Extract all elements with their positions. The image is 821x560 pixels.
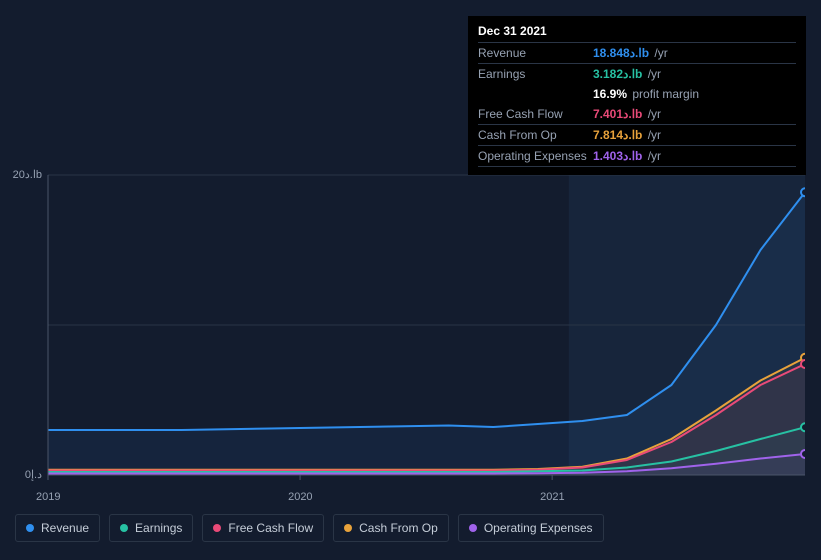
legend-item-label: Cash From Op [359,521,438,535]
tooltip-row-label: Earnings [478,67,593,81]
legend-dot-icon [26,524,34,532]
legend-item-label: Revenue [41,521,89,535]
x-axis-tick-label: 2020 [288,491,312,503]
tooltip-row-label: Revenue [478,46,593,60]
tooltip-row-value: 16.9% profit margin [593,87,699,101]
tooltip-row-value: 1.403ا.دb /yr [593,149,661,163]
legend-item-fcf[interactable]: Free Cash Flow [202,514,324,542]
legend-item-label: Free Cash Flow [228,521,313,535]
legend-item-revenue[interactable]: Revenue [15,514,100,542]
legend-dot-icon [213,524,221,532]
tooltip-row-value: 18.848ا.دb /yr [593,46,668,60]
tooltip-row-value: 7.401ا.دb /yr [593,107,661,121]
tooltip-row: Cash From Op7.814ا.دb /yr [478,125,796,146]
tooltip-row-label [478,87,593,101]
x-axis-tick-label: 2021 [540,491,564,503]
legend-item-opex[interactable]: Operating Expenses [458,514,604,542]
tooltip-row: Free Cash Flow7.401ا.دb /yr [478,104,796,125]
y-axis-tick-label: 0د.إ [0,468,42,481]
tooltip-row: Earnings3.182ا.دb /yr [478,64,796,84]
legend-dot-icon [344,524,352,532]
legend-dot-icon [120,524,128,532]
tooltip-row: 16.9% profit margin [478,84,796,104]
chart-tooltip: Dec 31 2021 Revenue18.848ا.دb /yrEarning… [468,16,806,175]
legend-item-label: Earnings [135,521,182,535]
x-axis-tick-label: 2019 [36,491,60,503]
tooltip-row-value: 7.814ا.دb /yr [593,128,661,142]
legend-item-cashfromop[interactable]: Cash From Op [333,514,449,542]
tooltip-row-label: Cash From Op [478,128,593,142]
tooltip-row-label: Free Cash Flow [478,107,593,121]
tooltip-row: Operating Expenses1.403ا.دb /yr [478,146,796,167]
legend-dot-icon [469,524,477,532]
financials-area-chart[interactable]: 20ا.دb0د.إ 201920202021 [15,155,805,485]
tooltip-title: Dec 31 2021 [478,24,796,43]
y-axis-tick-label: 20ا.دb [0,168,42,181]
tooltip-row: Revenue18.848ا.دb /yr [478,43,796,64]
chart-legend: Revenue Earnings Free Cash Flow Cash From O… [15,514,604,542]
legend-item-earnings[interactable]: Earnings [109,514,193,542]
legend-item-label: Operating Expenses [484,521,593,535]
tooltip-row-value: 3.182ا.دb /yr [593,67,661,81]
tooltip-row-label: Operating Expenses [478,149,593,163]
